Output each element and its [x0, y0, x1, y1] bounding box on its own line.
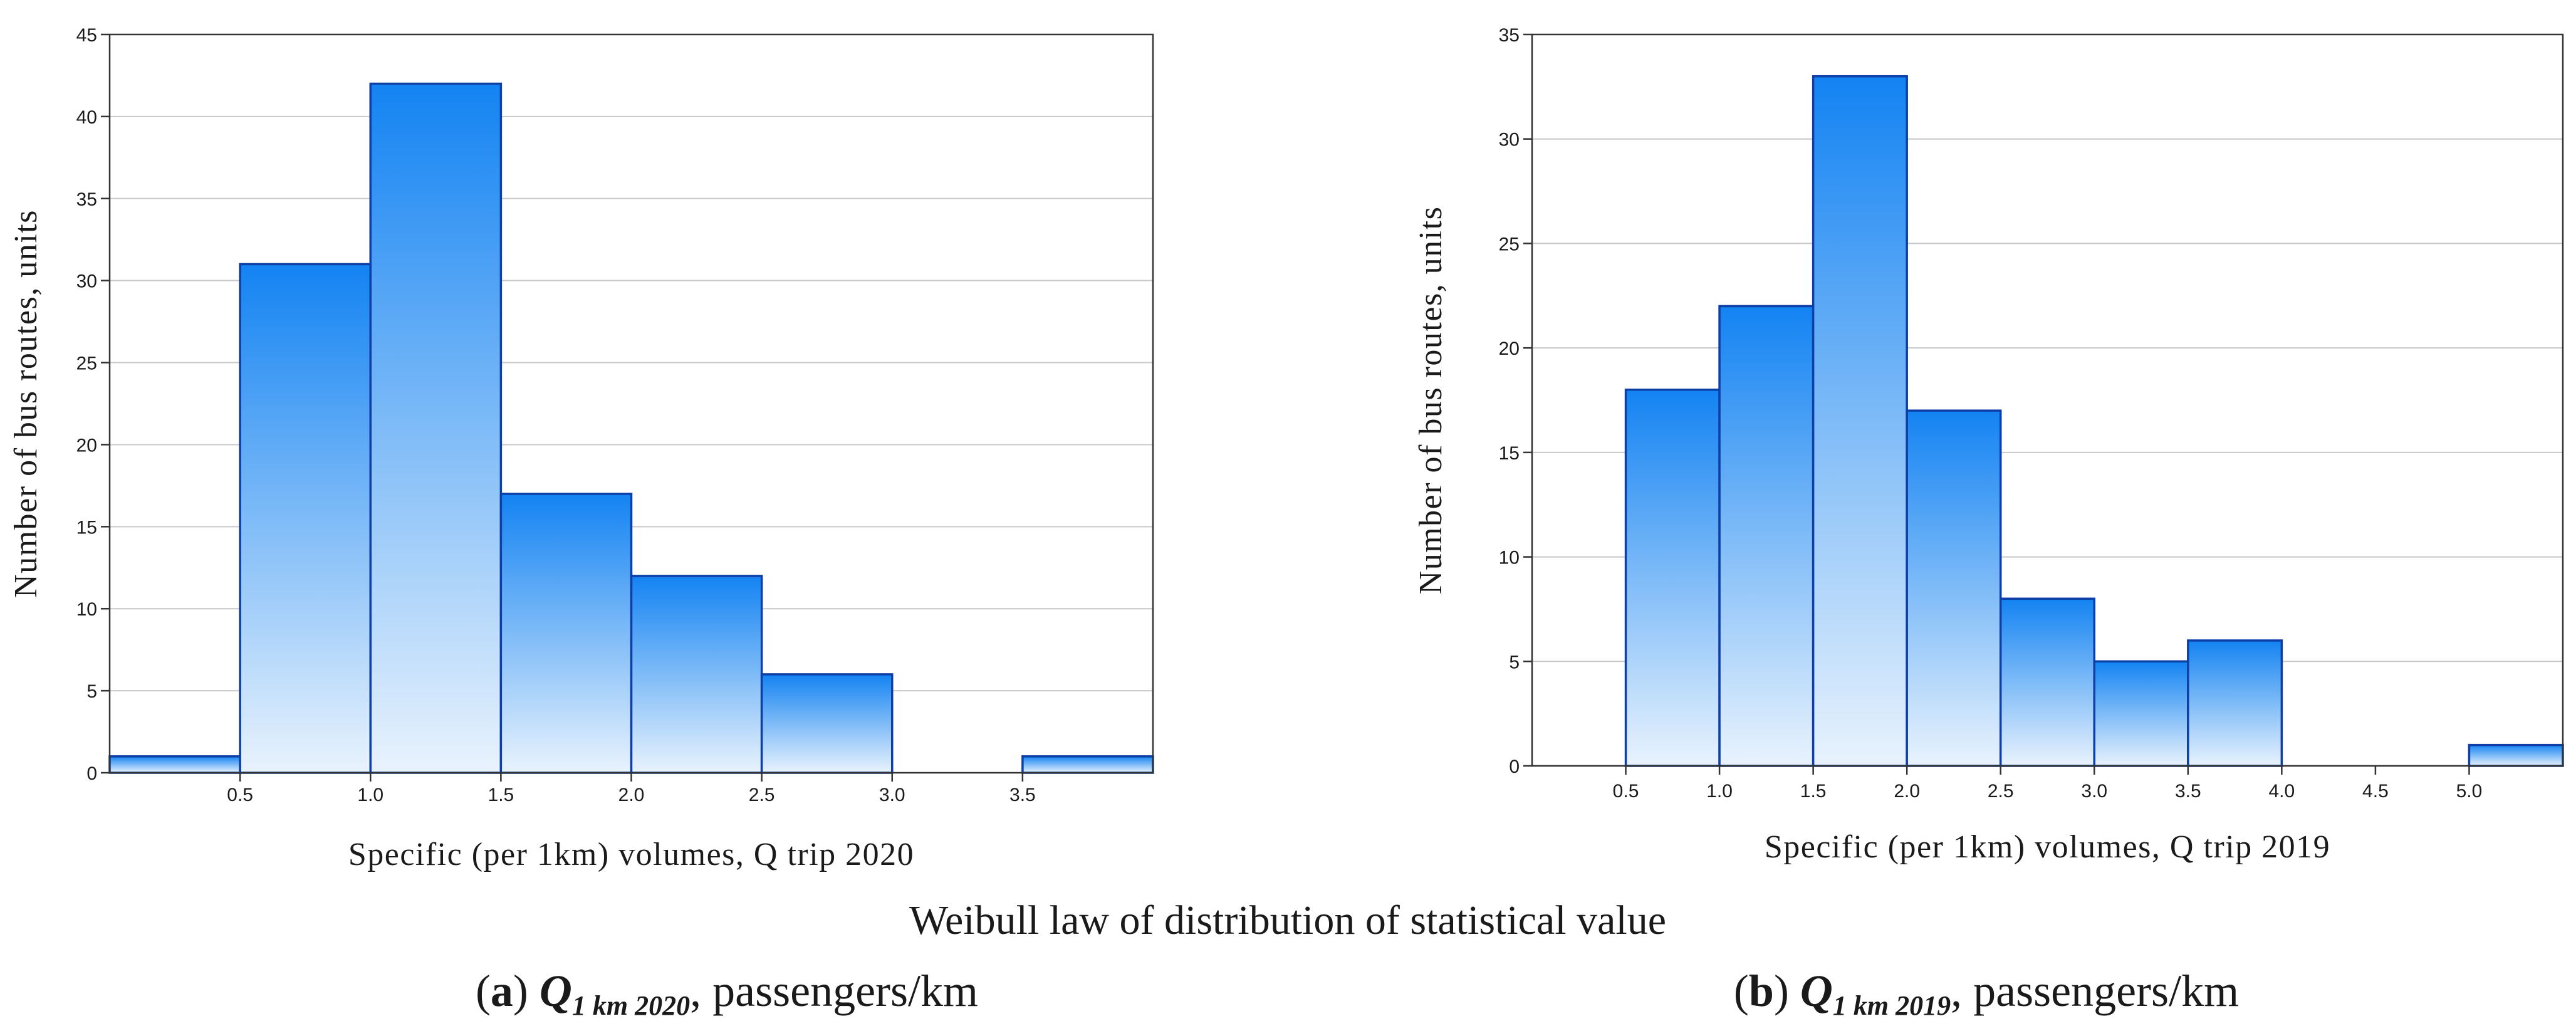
histogram-bar — [369, 82, 503, 774]
y-tick-label: 30 — [1499, 130, 1520, 150]
histogram-bar — [1906, 409, 2002, 767]
figure-title: Weibull law of distribution of statistic… — [909, 898, 1666, 943]
caption-a-subscript: 1 km 2020 — [572, 990, 690, 1021]
y-tick-label: 30 — [76, 271, 97, 292]
histogram-bar — [1999, 597, 2096, 767]
caption-b-symbol: Q — [1800, 966, 1833, 1016]
histogram-bar — [760, 673, 894, 774]
histogram-bar — [108, 755, 241, 774]
caption-a-unit: , passengers/km — [690, 966, 978, 1016]
y-tick-label: 35 — [76, 189, 97, 210]
histogram-bar — [1718, 305, 1815, 767]
caption-b: (b) Q1 km 2019, passengers/km — [1734, 966, 2239, 1021]
plot-frame — [1531, 33, 2564, 767]
x-tick-label: 0.5 — [1613, 781, 1639, 802]
histogram-2020: 0 5 10 15 20 25 30 35 40 45 0.5 1.0 1.5 2.0 2.5 3.0 3.5 S… — [8, 25, 1154, 872]
y-tick-label: 25 — [1499, 234, 1520, 254]
y-tick-label: 5 — [86, 681, 97, 702]
x-tick-label: 2.5 — [1988, 781, 2014, 802]
x-tick-label: 1.0 — [357, 785, 383, 805]
x-tick-label: 4.5 — [2362, 781, 2389, 802]
y-tick-label: 10 — [76, 599, 97, 620]
caption-b-letter: b — [1749, 966, 1774, 1016]
x-tick-label: 2.0 — [1894, 781, 1920, 802]
x-tick-label: 1.5 — [488, 785, 514, 805]
x-tick-label: 3.5 — [2175, 781, 2201, 802]
histogram-bar — [239, 263, 372, 774]
histogram-bar — [499, 493, 633, 774]
x-axis-label: Specific (per 1km) volumes, Q trip 2020 — [348, 837, 914, 872]
y-tick-label: 35 — [1499, 25, 1520, 46]
y-tick-label: 20 — [76, 435, 97, 456]
y-tick-label: 5 — [1509, 652, 1520, 673]
x-tick-label: 3.5 — [1009, 785, 1036, 805]
histogram-2019: 0 5 10 15 20 25 30 35 0.5 1.0 1.5 2.0 2.5 3.0 3.5 4.0 4.… — [1413, 25, 2564, 865]
y-tick-label: 25 — [76, 353, 97, 374]
y-axis-label: Number of bus routes, units — [8, 209, 44, 598]
histogram-bar — [630, 575, 763, 774]
histogram-bar — [2093, 660, 2189, 767]
x-tick-label: 1.5 — [1800, 781, 1827, 802]
histogram-bar — [2468, 743, 2564, 767]
histogram-bar — [1812, 75, 1908, 767]
x-tick-label: 4.0 — [2269, 781, 2295, 802]
caption-b-unit: , passengers/km — [1951, 966, 2239, 1016]
caption-b-subscript: 1 km 2019 — [1833, 990, 1951, 1021]
x-tick-label: 0.5 — [227, 785, 253, 805]
caption-a-symbol: Q — [540, 966, 572, 1016]
y-tick-label: 20 — [1499, 338, 1520, 359]
y-tick-label: 0 — [1509, 756, 1520, 777]
histogram-bar — [1624, 389, 1721, 767]
caption-a-letter: a — [491, 966, 513, 1016]
x-axis-label: Specific (per 1km) volumes, Q trip 2019 — [1765, 829, 2330, 865]
y-tick-label: 15 — [76, 517, 97, 538]
y-tick-label: 0 — [86, 763, 97, 784]
y-tick-label: 45 — [76, 25, 97, 46]
y-axis-label: Number of bus routes, units — [1413, 206, 1449, 595]
y-tick-label: 10 — [1499, 548, 1520, 568]
y-tick-label: 15 — [1499, 443, 1520, 464]
x-tick-label: 2.0 — [618, 785, 645, 805]
histogram-bar — [1021, 755, 1154, 774]
y-tick-label: 40 — [76, 107, 97, 128]
x-tick-label: 1.0 — [1706, 781, 1733, 802]
x-tick-label: 3.0 — [879, 785, 905, 805]
x-tick-label: 3.0 — [2081, 781, 2107, 802]
histogram-bar — [2187, 639, 2283, 767]
x-tick-label: 2.5 — [749, 785, 775, 805]
caption-a: (a) Q1 km 2020, passengers/km — [476, 966, 978, 1021]
x-tick-label: 5.0 — [2456, 781, 2483, 802]
